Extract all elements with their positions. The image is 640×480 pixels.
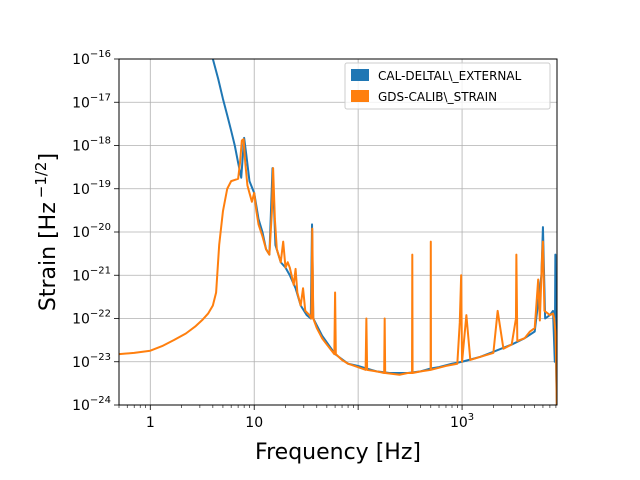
y-tick-label-exp: −23 xyxy=(90,352,111,363)
y-tick-label-exp: −17 xyxy=(90,92,111,103)
y-axis-label-close: ] xyxy=(36,153,61,162)
x-tick-label: 103 xyxy=(450,412,474,431)
legend-label-gds-calib-strain: GDS-CALIB\_STRAIN xyxy=(378,90,497,104)
y-axis-label: Strain [Hz −1/2] xyxy=(32,153,61,311)
y-tick-label-base: 10 xyxy=(72,182,90,198)
y-tick-label: 10−20 xyxy=(72,222,111,241)
y-tick-label: 10−24 xyxy=(72,395,111,414)
series-group xyxy=(119,59,557,405)
y-tick-label: 10−21 xyxy=(72,265,111,284)
y-tick-label-base: 10 xyxy=(72,268,90,284)
y-tick-label: 10−17 xyxy=(72,92,111,111)
x-tick-label: 1 xyxy=(146,415,155,431)
y-tick-label-base: 10 xyxy=(72,52,90,68)
y-tick-label-exp: −18 xyxy=(90,136,111,147)
y-tick-label: 10−19 xyxy=(72,179,111,198)
y-tick-label-base: 10 xyxy=(72,225,90,241)
legend: CAL-DELTAL\_EXTERNAL GDS-CALIB\_STRAIN xyxy=(344,62,551,110)
y-tick-label-exp: −21 xyxy=(90,265,111,276)
y-axis-label-main: Strain [Hz xyxy=(36,202,61,311)
y-tick-label-exp: −22 xyxy=(90,309,111,320)
legend-box xyxy=(344,62,551,110)
y-tick-label-base: 10 xyxy=(72,139,90,155)
x-tick-label-base: 10 xyxy=(245,415,263,431)
y-axis-label-exponent: −1/2 xyxy=(32,162,50,199)
y-tick-label: 10−23 xyxy=(72,352,111,371)
y-tick-label: 10−18 xyxy=(72,136,111,155)
y-tick-label: 10−16 xyxy=(72,49,111,68)
y-tick-label-base: 10 xyxy=(72,312,90,328)
legend-swatch-gds-calib-strain xyxy=(351,90,369,102)
y-tick-label-base: 10 xyxy=(72,355,90,371)
y-tick-label: 10−22 xyxy=(72,309,111,328)
y-tick-label-base: 10 xyxy=(72,95,90,111)
x-tick-label-base: 10 xyxy=(450,415,468,431)
legend-label-cal-deltal-external: CAL-DELTAL\_EXTERNAL xyxy=(378,69,522,83)
y-tick-label-exp: −24 xyxy=(90,395,111,406)
x-tick-label-exp: 3 xyxy=(468,412,474,423)
x-tick-label: 10 xyxy=(245,415,263,431)
series-line-gds-calib-strain xyxy=(119,138,557,405)
x-tick-label-base: 1 xyxy=(146,415,155,431)
y-tick-label-exp: −16 xyxy=(90,49,111,60)
y-tick-label-exp: −19 xyxy=(90,179,111,190)
tick-labels: 10−2410−2310−2210−2110−2010−1910−1810−17… xyxy=(72,49,474,431)
y-tick-label-base: 10 xyxy=(72,398,90,414)
x-axis-label: Frequency [Hz] xyxy=(255,440,421,465)
y-tick-label-exp: −20 xyxy=(90,222,111,233)
ticks xyxy=(114,58,557,410)
legend-swatch-cal-deltal-external xyxy=(351,69,369,81)
